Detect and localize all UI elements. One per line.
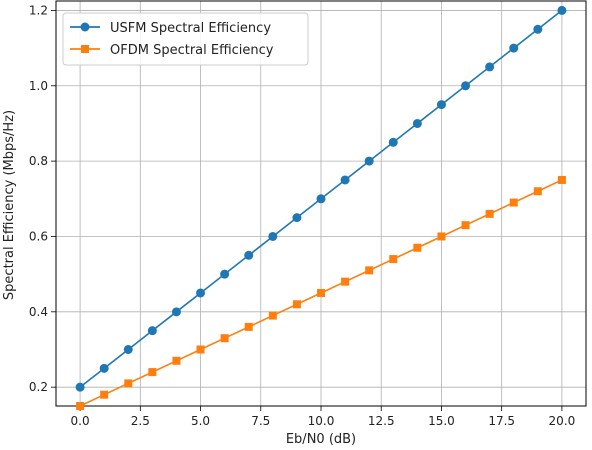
legend: USFM Spectral Efficiency OFDM Spectral E… (62, 12, 309, 66)
y-tick-label: 1.2 (29, 3, 48, 17)
data-point (292, 300, 301, 309)
data-point (557, 5, 567, 15)
data-point (436, 100, 446, 110)
y-tick-label: 1.0 (29, 79, 48, 93)
y-tick-label: 0.2 (29, 380, 48, 394)
data-point (244, 250, 254, 260)
data-point (388, 137, 398, 147)
legend-usfm-marker (80, 22, 90, 32)
series-ofdm (76, 175, 566, 410)
x-tick-label: 0.0 (71, 414, 90, 428)
legend-ofdm-label: OFDM Spectral Efficiency (110, 43, 274, 58)
grid (56, 1, 586, 406)
data-point (413, 243, 422, 252)
data-point (268, 311, 277, 320)
data-point (557, 175, 566, 184)
data-point (437, 232, 446, 241)
data-point (148, 368, 157, 377)
data-point (341, 277, 350, 286)
x-tick-label: 20.0 (549, 414, 576, 428)
data-point (171, 307, 181, 317)
data-point (100, 390, 109, 399)
x-axis-ticks: 0.0 2.5 5.0 7.5 10.0 12.5 15.0 17.5 20.0 (71, 406, 576, 428)
x-tick-label: 7.5 (251, 414, 270, 428)
data-point (533, 24, 543, 34)
data-point (220, 269, 230, 279)
x-axis-label: Eb/N0 (dB) (286, 432, 356, 447)
legend-ofdm-marker (81, 45, 89, 53)
x-tick-label: 12.5 (368, 414, 395, 428)
data-point (461, 221, 470, 230)
x-tick-label: 17.5 (488, 414, 515, 428)
data-point (99, 363, 109, 373)
data-point (268, 231, 278, 241)
data-point (316, 194, 326, 204)
x-tick-label: 5.0 (191, 414, 210, 428)
series-usfm (75, 5, 567, 392)
data-point (509, 43, 519, 53)
data-point (147, 326, 157, 336)
x-tick-label: 2.5 (131, 414, 150, 428)
y-tick-label: 0.8 (29, 154, 48, 168)
series-group (75, 5, 567, 410)
data-point (533, 187, 542, 196)
legend-usfm-label: USFM Spectral Efficiency (110, 21, 271, 36)
data-point (75, 382, 85, 392)
data-point (389, 255, 398, 264)
data-point (485, 209, 494, 218)
data-point (124, 379, 133, 388)
data-point (317, 288, 325, 297)
data-point (196, 288, 206, 298)
data-point (172, 356, 181, 365)
y-tick-label: 0.6 (29, 229, 48, 243)
y-axis-ticks: 0.2 0.4 0.6 0.8 1.0 1.2 (29, 3, 56, 394)
data-point (76, 402, 85, 410)
data-point (244, 322, 253, 331)
data-point (509, 198, 518, 207)
data-point (461, 81, 471, 91)
data-point (123, 344, 133, 354)
y-tick-label: 0.4 (29, 305, 48, 319)
data-point (220, 334, 229, 343)
data-point (412, 118, 422, 128)
x-tick-label: 15.0 (428, 414, 455, 428)
legend-box (62, 12, 309, 66)
y-axis-label: Spectral Efficiency (Mbps/Hz) (2, 110, 17, 300)
data-point (365, 266, 374, 275)
data-point (196, 345, 205, 354)
data-point (364, 156, 374, 166)
data-point (340, 175, 350, 185)
data-point (485, 62, 495, 72)
x-tick-label: 10.0 (308, 414, 335, 428)
data-point (292, 213, 302, 223)
